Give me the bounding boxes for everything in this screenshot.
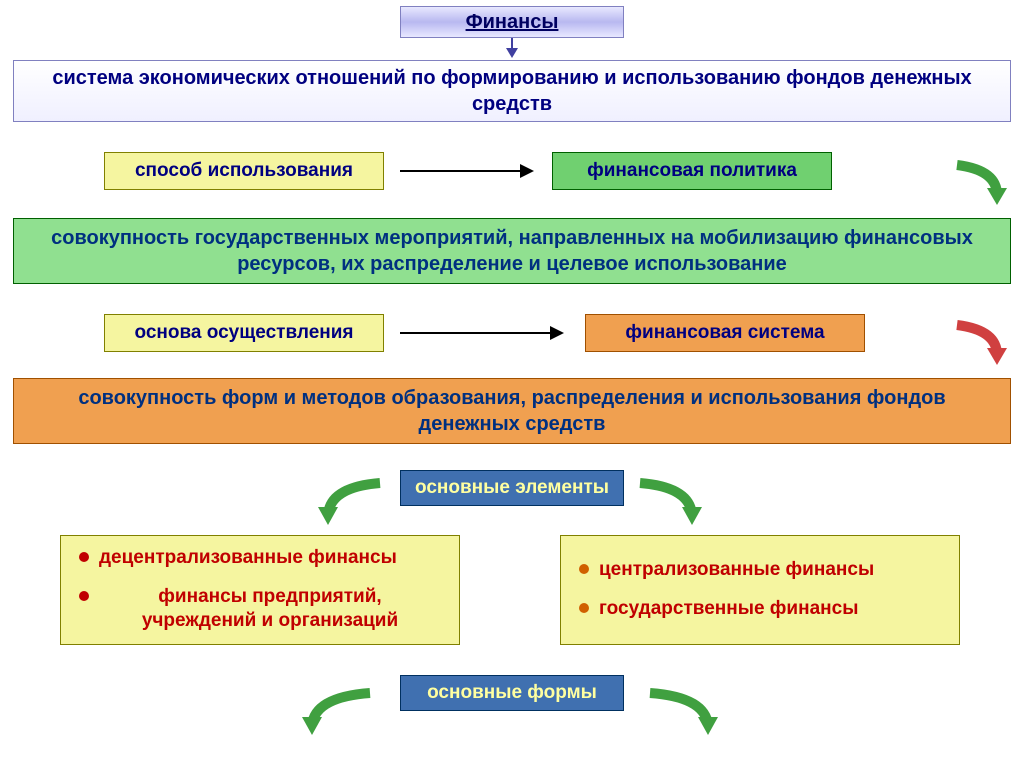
row1-right-text: финансовая политика [587,159,797,184]
bullet-dot-icon [79,552,89,562]
bullet-dot-icon [79,591,89,601]
curved-arrow-3 [310,475,390,530]
curved-arrow-5 [290,685,380,740]
right-bullet-2: государственные финансы [579,597,858,622]
left-bullet-1-text: децентрализованные финансы [99,546,397,571]
right-bullet-2-text: государственные финансы [599,597,858,622]
left-bullet-2: финансы предприятий, учреждений и органи… [79,585,441,634]
definition-text: система экономических отношений по форми… [44,65,980,117]
title-text: Финансы [466,9,559,35]
row2-right-box: финансовая система [585,314,865,352]
curved-arrow-6 [640,685,730,740]
row1-left-text: способ использования [135,159,353,184]
right-bullet-1-text: централизованные финансы [599,558,874,583]
row2-right-text: финансовая система [625,321,824,346]
arrow-row2 [400,326,564,340]
blue1-text: основные элементы [415,476,609,501]
right-bullet-1: централизованные финансы [579,558,874,583]
bullet-dot-icon [579,603,589,613]
blue2-text: основные формы [427,681,597,706]
curved-arrow-1 [952,160,1012,210]
curved-arrow-4 [630,475,710,530]
row1-left-box: способ использования [104,152,384,190]
blue-box-1: основные элементы [400,470,624,506]
arrow-title-down [506,38,518,58]
left-bullet-2-text: финансы предприятий, учреждений и органи… [99,585,441,634]
left-bullets-box: децентрализованные финансы финансы предп… [60,535,460,645]
row1-right-box: финансовая политика [552,152,832,190]
orange-wide-box: совокупность форм и методов образования,… [13,378,1011,444]
title-box: Финансы [400,6,624,38]
bullet-dot-icon [579,564,589,574]
green-wide-text: совокупность государственных мероприятий… [44,225,980,277]
green-wide-box: совокупность государственных мероприятий… [13,218,1011,284]
row2-left-box: основа осуществления [104,314,384,352]
definition-box: система экономических отношений по форми… [13,60,1011,122]
blue-box-2: основные формы [400,675,624,711]
row2-left-text: основа осуществления [134,321,353,346]
orange-wide-text: совокупность форм и методов образования,… [44,385,980,437]
arrow-row1 [400,164,534,178]
curved-arrow-2 [952,320,1012,370]
right-bullets-box: централизованные финансы государственные… [560,535,960,645]
left-bullet-1: децентрализованные финансы [79,546,397,571]
